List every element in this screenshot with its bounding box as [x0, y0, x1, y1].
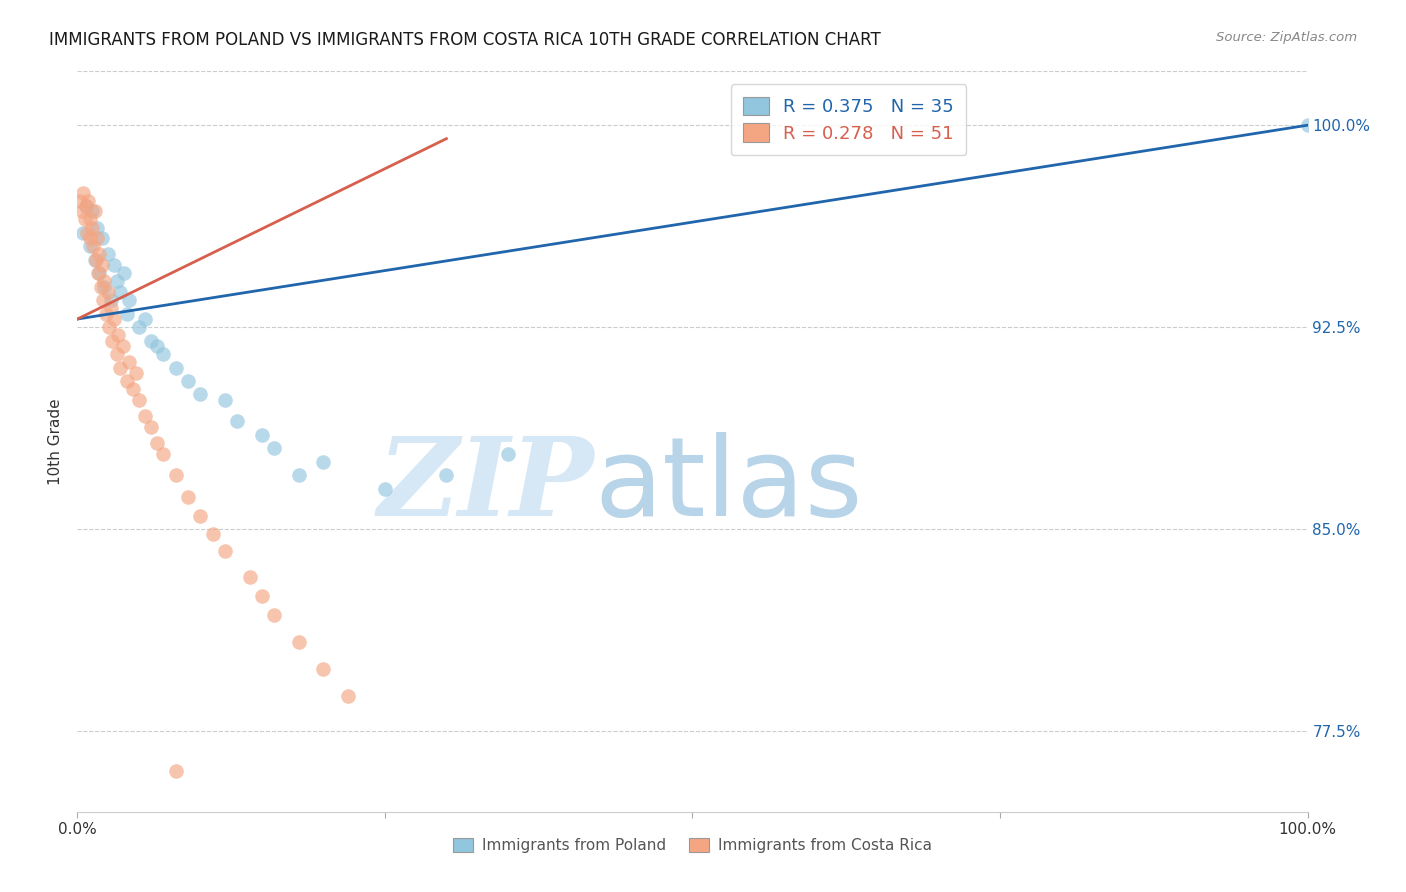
- Point: [288, 468, 311, 483]
- Point: [263, 608, 285, 623]
- Point: [83, 252, 105, 267]
- Point: [152, 347, 174, 361]
- Point: [82, 239, 104, 253]
- Point: [72, 186, 94, 200]
- Point: [118, 293, 141, 308]
- Text: IMMIGRANTS FROM POLAND VS IMMIGRANTS FROM COSTA RICA 10TH GRADE CORRELATION CHAR: IMMIGRANTS FROM POLAND VS IMMIGRANTS FRO…: [49, 31, 882, 49]
- Point: [70, 204, 93, 219]
- Point: [82, 204, 104, 219]
- Point: [250, 590, 273, 604]
- Legend: Immigrants from Poland, Immigrants from Costa Rica: Immigrants from Poland, Immigrants from …: [447, 832, 938, 860]
- Point: [496, 447, 519, 461]
- Point: [98, 320, 121, 334]
- Point: [152, 447, 174, 461]
- Point: [91, 293, 114, 308]
- Point: [165, 468, 187, 483]
- Point: [107, 328, 129, 343]
- Point: [90, 231, 114, 245]
- Point: [84, 252, 107, 267]
- Point: [134, 312, 156, 326]
- Point: [177, 374, 200, 388]
- Point: [188, 508, 212, 523]
- Point: [72, 226, 94, 240]
- Y-axis label: 10th Grade: 10th Grade: [48, 398, 63, 485]
- Point: [165, 764, 187, 779]
- Point: [125, 366, 148, 380]
- Point: [79, 239, 101, 253]
- Point: [112, 266, 135, 280]
- Point: [288, 635, 311, 649]
- Point: [111, 339, 134, 353]
- Point: [97, 247, 120, 261]
- Point: [121, 382, 143, 396]
- Point: [312, 662, 335, 676]
- Point: [89, 266, 111, 280]
- Point: [239, 570, 262, 584]
- Point: [90, 258, 114, 272]
- Point: [188, 387, 212, 401]
- Point: [110, 285, 132, 299]
- Point: [83, 204, 105, 219]
- Point: [146, 339, 169, 353]
- Point: [263, 442, 285, 456]
- Point: [73, 212, 96, 227]
- Point: [214, 392, 236, 407]
- Point: [86, 220, 108, 235]
- Point: [1296, 118, 1319, 132]
- Point: [77, 194, 100, 208]
- Point: [105, 347, 128, 361]
- Point: [79, 212, 101, 227]
- Point: [250, 427, 273, 442]
- Point: [94, 307, 117, 321]
- Text: atlas: atlas: [595, 433, 862, 540]
- Point: [118, 355, 141, 369]
- Point: [100, 301, 122, 316]
- Point: [146, 436, 169, 450]
- Point: [79, 231, 101, 245]
- Point: [214, 543, 236, 558]
- Point: [103, 258, 125, 272]
- Point: [115, 374, 138, 388]
- Point: [134, 409, 156, 423]
- Point: [226, 414, 249, 428]
- Point: [374, 482, 396, 496]
- Point: [103, 312, 125, 326]
- Point: [89, 247, 111, 261]
- Point: [128, 320, 150, 334]
- Point: [82, 220, 104, 235]
- Point: [101, 334, 124, 348]
- Point: [141, 419, 163, 434]
- Point: [312, 455, 335, 469]
- Point: [128, 392, 150, 407]
- Point: [75, 199, 97, 213]
- Text: Source: ZipAtlas.com: Source: ZipAtlas.com: [1216, 31, 1357, 45]
- Point: [100, 293, 122, 308]
- Point: [69, 194, 91, 208]
- Text: ZIP: ZIP: [377, 433, 595, 540]
- Point: [337, 689, 360, 703]
- Point: [141, 334, 163, 348]
- Point: [93, 279, 115, 293]
- Point: [115, 307, 138, 321]
- Point: [93, 274, 115, 288]
- Point: [110, 360, 132, 375]
- Point: [105, 274, 128, 288]
- Point: [87, 266, 110, 280]
- Point: [90, 279, 112, 293]
- Point: [436, 468, 458, 483]
- Point: [97, 285, 120, 299]
- Point: [76, 226, 98, 240]
- Point: [75, 199, 97, 213]
- Point: [165, 360, 187, 375]
- Point: [86, 231, 108, 245]
- Point: [177, 490, 200, 504]
- Point: [201, 527, 224, 541]
